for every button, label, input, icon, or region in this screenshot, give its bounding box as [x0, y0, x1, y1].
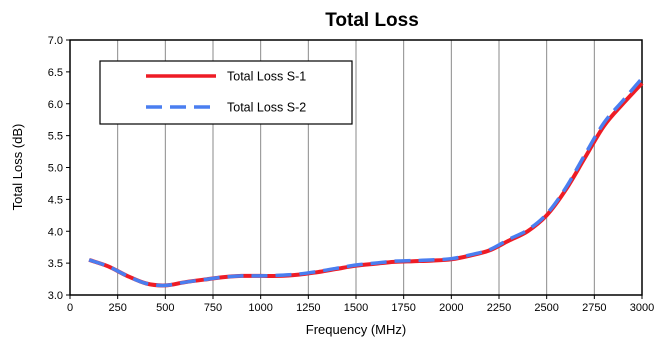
y-axis-label: Total Loss (dB) [10, 124, 25, 211]
axis-ticks: 0 250 500 750 1000 1250 1500 1750 2000 2250 2500 27… [48, 35, 655, 314]
x-tick-label: 2250 [487, 302, 511, 314]
x-axis-label: Frequency (MHz) [306, 322, 406, 337]
legend: Total Loss S-1 Total Loss S-2 [99, 60, 353, 125]
x-tick-label: 1000 [248, 302, 272, 314]
y-tick-label: 3.0 [48, 290, 63, 302]
x-tick-label: 2500 [534, 302, 558, 314]
x-tick-label: 0 [67, 302, 73, 314]
series-lines [88, 77, 644, 288]
y-tick-label: 7.0 [48, 35, 63, 47]
legend-label-s1: Total Loss S-1 [227, 70, 306, 84]
x-tick-label: 1500 [344, 302, 368, 314]
x-tick-label: 3000 [630, 302, 654, 314]
series-line-s2 [88, 77, 644, 288]
x-tick-label: 1750 [391, 302, 415, 314]
y-tick-label: 4.0 [48, 226, 63, 238]
x-tick-label: 2000 [439, 302, 463, 314]
x-tick-label: 750 [204, 302, 222, 314]
y-tick-label: 6.5 [48, 67, 63, 79]
y-tick-label: 5.0 [48, 163, 63, 175]
x-tick-label: 250 [108, 302, 126, 314]
x-tick-label: 2750 [582, 302, 606, 314]
x-tick-label: 1250 [296, 302, 320, 314]
x-tick-label: 500 [156, 302, 174, 314]
y-tick-label: 3.5 [48, 258, 63, 270]
y-tick-label: 4.5 [48, 194, 63, 206]
chart-title: Total Loss [325, 10, 419, 31]
legend-label-s2: Total Loss S-2 [227, 101, 306, 115]
y-tick-label: 5.5 [48, 131, 63, 143]
y-tick-label: 6.0 [48, 99, 63, 111]
legend-box [99, 60, 353, 125]
